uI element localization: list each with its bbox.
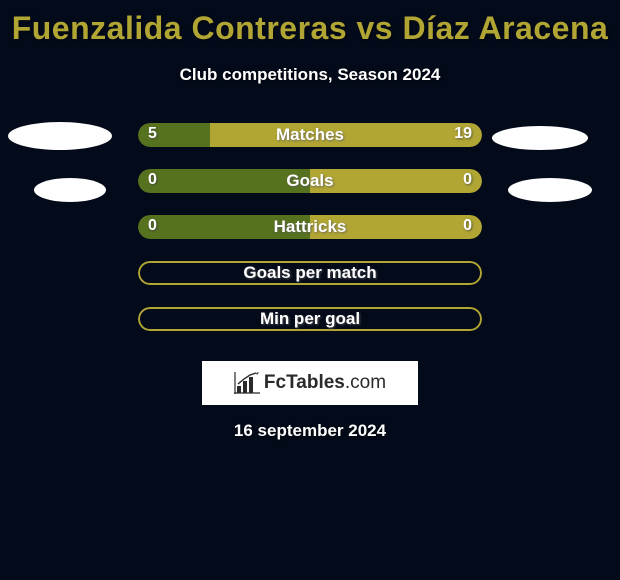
- page-subtitle: Club competitions, Season 2024: [0, 65, 620, 85]
- date-text: 16 september 2024: [0, 421, 620, 441]
- logo-box: FcTables.com: [202, 361, 418, 405]
- player-ellipse-left: [8, 122, 112, 150]
- stat-row: 00Hattricks: [0, 215, 620, 261]
- player-ellipse-right: [508, 178, 592, 202]
- stat-label: Goals per match: [0, 263, 620, 283]
- logo: FcTables.com: [234, 372, 386, 394]
- stat-label: Min per goal: [0, 309, 620, 329]
- stat-row: Goals per match: [0, 261, 620, 307]
- logo-text-bold: FcTables: [264, 372, 345, 393]
- player-ellipse-right: [492, 126, 588, 150]
- logo-text: FcTables.com: [264, 372, 386, 394]
- logo-text-light: .com: [345, 372, 386, 393]
- stats-container: 519Matches00Goals00HattricksGoals per ma…: [0, 123, 620, 353]
- stat-label: Hattricks: [0, 217, 620, 237]
- player-ellipse-left: [34, 178, 106, 202]
- page-title: Fuenzalida Contreras vs Díaz Aracena: [0, 0, 620, 47]
- stat-row: Min per goal: [0, 307, 620, 353]
- barchart-icon: [234, 372, 260, 394]
